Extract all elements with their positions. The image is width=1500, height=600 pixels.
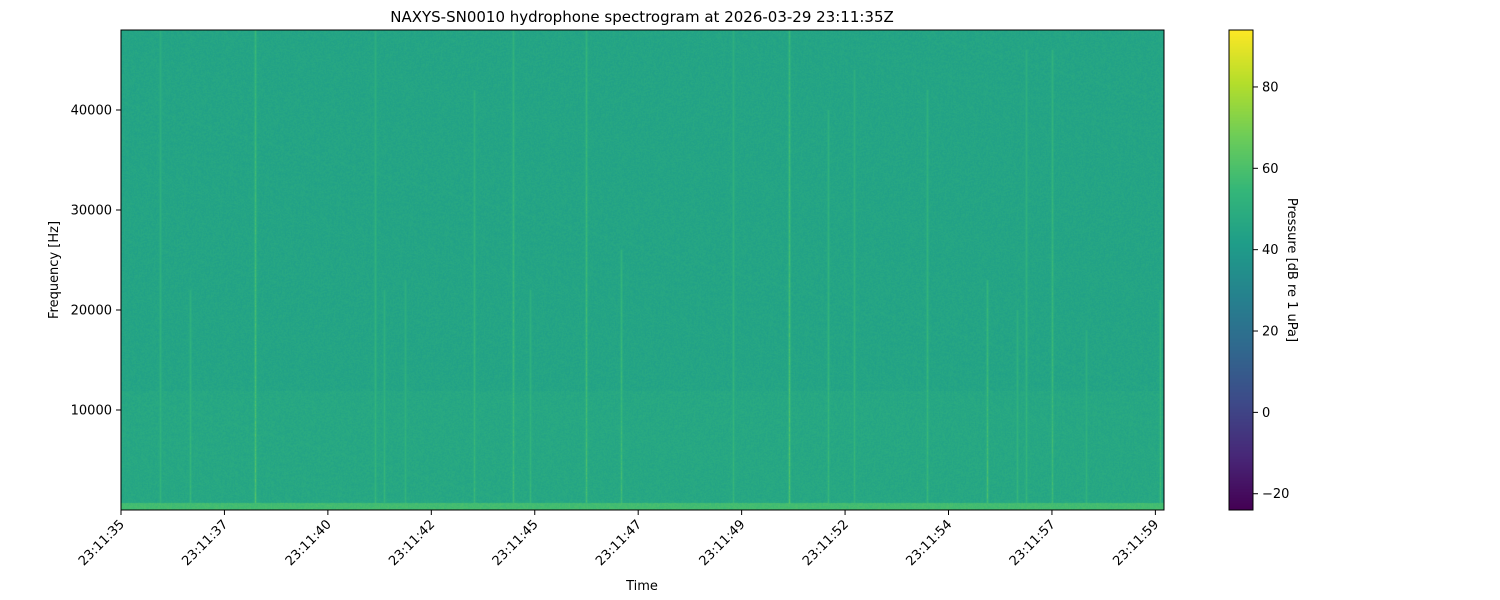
spectrogram-heatmap (121, 30, 1164, 510)
y-tick-label: 20000 (71, 304, 112, 319)
y-tick-label: 40000 (71, 104, 112, 119)
x-tick-label: 23:11:37 (179, 517, 231, 569)
colorbar-axis: −20 0 20 40 60 80 (1253, 80, 1289, 502)
x-tick-label: 23:11:35 (76, 517, 128, 569)
x-tick-label: 23:11:54 (903, 517, 955, 569)
x-tick-label: 23:11:49 (697, 517, 749, 569)
x-tick-label: 23:11:40 (283, 517, 335, 569)
y-axis-label: Frequency [Hz] (47, 221, 62, 319)
colorbar-tick-label: 0 (1262, 406, 1270, 421)
x-tick-label: 23:11:47 (593, 517, 645, 569)
y-axis: 10000 20000 30000 40000 (71, 104, 121, 419)
colorbar-tick-label: 20 (1262, 325, 1279, 340)
colorbar (1229, 30, 1253, 510)
x-tick-label: 23:11:57 (1007, 517, 1059, 569)
x-tick-label: 23:11:42 (386, 517, 438, 569)
x-tick-label: 23:11:52 (800, 517, 852, 569)
x-axis: 23:11:35 23:11:37 23:11:40 23:11:42 23:11:45… (76, 510, 1162, 569)
colorbar-tick-label: 40 (1262, 243, 1279, 258)
colorbar-tick-label: 80 (1262, 80, 1279, 95)
y-tick-label: 30000 (71, 204, 112, 219)
colorbar-tick-label: 60 (1262, 162, 1279, 177)
x-tick-label: 23:11:59 (1110, 517, 1162, 569)
x-tick-label: 23:11:45 (490, 517, 542, 569)
colorbar-tick-label: −20 (1262, 487, 1289, 502)
colorbar-label: Pressure [dB re 1 uPa] (1284, 198, 1299, 342)
x-axis-label: Time (625, 579, 658, 594)
y-tick-label: 10000 (71, 404, 112, 419)
chart-title: NAXYS-SN0010 hydrophone spectrogram at 2… (390, 8, 894, 26)
